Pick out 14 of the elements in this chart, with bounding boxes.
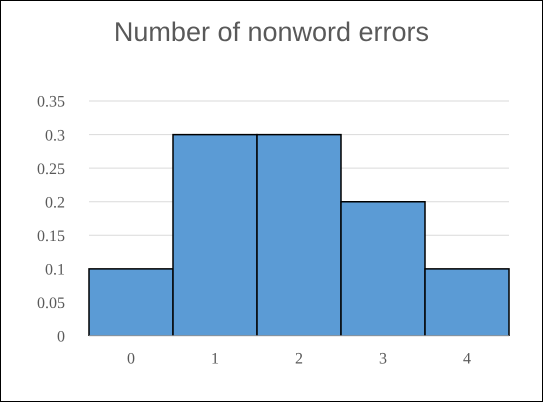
- x-tick-label: 3: [379, 350, 387, 368]
- y-tick-label: 0.15: [37, 228, 65, 245]
- y-tick-label: 0: [57, 328, 65, 346]
- x-tick-label: 2: [295, 350, 303, 368]
- y-tick-label: 0.3: [45, 127, 65, 144]
- y-tick-label: 0.35: [37, 94, 65, 111]
- chart-title: Number of nonword errors: [112, 17, 430, 48]
- y-tick-label: 0.25: [37, 160, 65, 178]
- y-tick-label: 0.05: [37, 295, 65, 312]
- y-tick-label: 0.1: [45, 262, 65, 279]
- y-tick-label: 0.2: [45, 194, 65, 212]
- x-tick-label: 0: [127, 350, 135, 368]
- x-tick-label: 4: [463, 350, 471, 368]
- x-tick-label: 1: [211, 350, 219, 368]
